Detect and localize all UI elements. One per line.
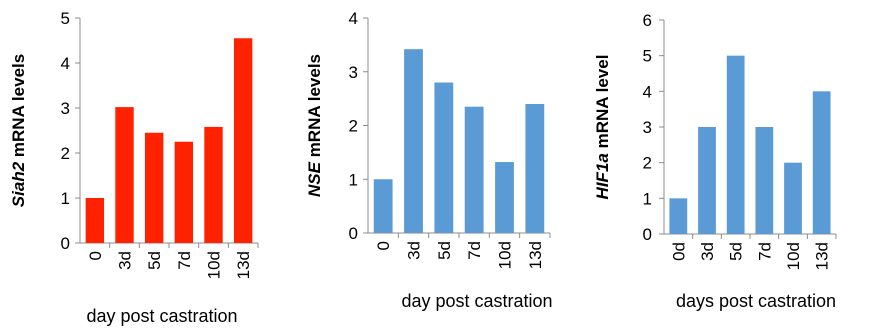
x-tick-label: 0	[86, 251, 105, 260]
bar-3d	[698, 127, 716, 234]
y-axis-title-rest: mRNA level	[593, 55, 612, 154]
y-tick-label: 2	[643, 154, 652, 173]
y-tick-label: 1	[61, 189, 70, 208]
chart-1: 0 1 2 3 4 5 0 3d 5d 7d 10d 13d day post castration Si…	[9, 9, 259, 326]
x-tick-label: 5d	[435, 241, 454, 260]
y-tick-label: 4	[643, 82, 652, 101]
y-tick-label: 0	[349, 224, 358, 243]
y-tick-label: 3	[61, 99, 70, 118]
y-tick-label: 1	[349, 170, 358, 189]
y-axis-title: NSE mRNA levels	[305, 54, 324, 197]
y-axis-title-gene: NSE	[305, 161, 324, 197]
x-tick-label: 3d	[405, 241, 424, 260]
y-tick-label: 4	[349, 9, 358, 28]
y-axis-title-gene: Siah2	[9, 161, 28, 207]
y-axis-title: HIF1a mRNA level	[593, 55, 612, 200]
bar-3d	[115, 107, 134, 243]
y-tick-label: 0	[643, 225, 652, 244]
chart-2: 0 1 2 3 4 0 3d 5d 7d 10d 13d day post castration NSE…	[305, 9, 553, 311]
x-tick-label: 7d	[465, 241, 484, 260]
x-tick-label: 5d	[145, 251, 164, 270]
bar-5d	[434, 82, 454, 233]
bar-13d	[233, 38, 253, 243]
bar-13d	[525, 104, 545, 233]
x-tick-label: 13d	[234, 251, 253, 279]
bar-7d	[464, 106, 484, 233]
y-tick-label: 2	[61, 144, 70, 163]
y-tick-label: 5	[643, 47, 652, 66]
y-tick-label: 4	[61, 54, 70, 73]
bar-5d	[144, 132, 164, 243]
x-tick-label: 7d	[175, 251, 194, 270]
bar-10d	[495, 162, 514, 233]
bar-13d	[812, 91, 831, 234]
bar-10d	[204, 126, 223, 243]
x-axis-title: day post castration	[86, 306, 237, 326]
x-axis-title: days post castration	[676, 291, 836, 311]
x-tick-label: 10d	[784, 242, 803, 270]
x-tick-label: 13d	[813, 242, 832, 270]
x-axis-title: day post castration	[401, 291, 552, 311]
y-axis-title-gene: HIF1a	[593, 153, 612, 199]
x-tick-label: 10d	[496, 241, 515, 269]
y-tick-label: 1	[643, 189, 652, 208]
bar-10d	[784, 162, 802, 234]
y-tick-label: 5	[61, 9, 70, 28]
bar-7d	[755, 127, 774, 234]
x-tick-label: 13d	[526, 241, 545, 269]
x-tick-label: 3d	[116, 251, 135, 270]
x-tick-label: 10d	[205, 251, 224, 279]
x-tick-label: 7d	[755, 242, 774, 261]
y-tick-label: 3	[349, 63, 358, 82]
y-axis-title: Siah2 mRNA levels	[9, 54, 28, 207]
y-tick-label: 0	[61, 234, 70, 253]
x-tick-label: 0d	[669, 242, 688, 261]
x-tick-label: 3d	[698, 242, 717, 261]
bar-5d	[726, 55, 745, 234]
y-axis-title-rest: mRNA levels	[9, 54, 28, 162]
y-tick-label: 3	[643, 118, 652, 137]
y-tick-label: 2	[349, 117, 358, 136]
chart-3: 0 1 2 3 4 5 6 0d 3d 5d 7d 10d 13d days post castratio…	[593, 11, 837, 311]
bar-7d	[174, 141, 194, 243]
bar-0	[373, 179, 393, 233]
x-tick-label: 0	[374, 241, 393, 250]
bar-3d	[404, 49, 423, 233]
bar-0d	[669, 198, 688, 234]
y-axis-title-rest: mRNA levels	[305, 54, 324, 162]
x-tick-label: 5d	[727, 242, 746, 261]
y-tick-label: 6	[643, 11, 652, 30]
bar-0	[85, 198, 105, 243]
